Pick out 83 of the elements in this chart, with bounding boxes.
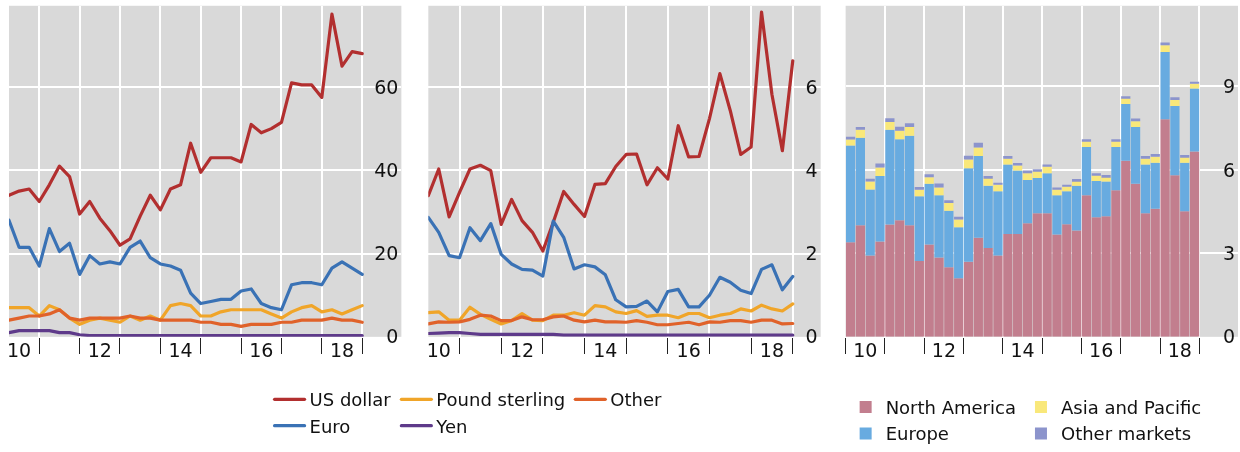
legend-label: Europe: [885, 423, 949, 445]
line-series: [428, 10, 795, 253]
bar: [885, 122, 895, 130]
bar: [904, 123, 915, 128]
bar: [1130, 121, 1141, 128]
bar: [855, 127, 865, 130]
bar: [865, 178, 875, 182]
bar: [1170, 97, 1180, 101]
bar: [924, 174, 934, 178]
y-tick-label: 0: [1222, 325, 1235, 348]
y-tick-label: 9: [1222, 75, 1235, 98]
y-tick-label: 20: [374, 242, 399, 265]
bar: [895, 126, 905, 131]
legend-label: Pound sterling: [436, 389, 566, 411]
bar: [1062, 184, 1072, 187]
bar: [973, 147, 983, 156]
y-tick-label: 2: [805, 242, 818, 265]
y-tick-label: 0: [386, 325, 399, 348]
bar: [1170, 100, 1180, 106]
bar: [1013, 165, 1023, 171]
x-tick-label: 14: [168, 338, 193, 361]
bar: [924, 177, 934, 184]
legend-label: Yen: [435, 415, 468, 437]
bar: [944, 203, 954, 211]
bar: [963, 155, 974, 160]
bar: [1189, 88, 1200, 152]
x-tick-label: 12: [509, 338, 535, 361]
bar: [944, 200, 954, 204]
line-series: [8, 12, 364, 247]
legend-label: Euro: [309, 415, 351, 437]
bar: [1130, 118, 1141, 122]
line-series: [428, 215, 795, 314]
x-tick-label: 16: [676, 338, 701, 361]
line-series: [428, 313, 795, 327]
y-tick-label: 0: [805, 325, 818, 348]
x-tick-label: 18: [329, 338, 355, 361]
y-tick-label: 60: [374, 75, 399, 98]
y-tick-label: 40: [374, 158, 399, 181]
legend-label: Other: [610, 389, 663, 411]
legend-label: Asia and Pacific: [1060, 397, 1202, 419]
x-tick-label: 12: [931, 338, 957, 361]
bar: [1111, 141, 1121, 148]
bar: [914, 186, 924, 190]
bar: [934, 187, 944, 196]
line-series: [8, 308, 364, 329]
x-tick-label: 14: [593, 338, 618, 361]
bar: [1111, 139, 1121, 142]
bar: [1180, 154, 1190, 158]
bar: [1003, 156, 1013, 159]
bar: [1160, 45, 1170, 52]
bar: [875, 167, 885, 177]
y-tick-label: 4: [805, 158, 818, 181]
x-tick-label: 10: [6, 338, 32, 361]
bar: [1160, 42, 1170, 46]
bar: [1052, 187, 1062, 190]
x-tick-label: 12: [87, 338, 112, 361]
bar: [1121, 96, 1131, 99]
bar: [963, 159, 974, 169]
bar: [993, 182, 1003, 185]
y-tick-label: 6: [1222, 158, 1235, 181]
bar: [855, 129, 865, 138]
bar: [983, 176, 993, 179]
line-series: [8, 218, 364, 312]
legend-label: North America: [885, 397, 1016, 419]
x-tick-label: 16: [1089, 338, 1114, 361]
x-tick-label: 14: [1010, 338, 1035, 361]
x-tick-label: 10: [426, 338, 451, 361]
legend-label: Other markets: [1060, 423, 1192, 445]
x-tick-label: 16: [249, 338, 274, 361]
bar: [1081, 139, 1092, 142]
y-tick-label: 6: [805, 75, 818, 98]
bar: [1072, 179, 1082, 182]
x-tick-label: 18: [759, 338, 785, 361]
bar: [1189, 81, 1200, 84]
bar: [1003, 158, 1013, 165]
y-tick-label: 3: [1222, 242, 1235, 265]
legend-label: US dollar: [309, 389, 392, 411]
bar: [954, 219, 964, 228]
bar: [885, 118, 895, 123]
x-tick-label: 18: [1167, 338, 1192, 361]
bar: [1042, 164, 1052, 167]
bar: [845, 136, 856, 140]
x-tick-label: 10: [853, 338, 878, 361]
